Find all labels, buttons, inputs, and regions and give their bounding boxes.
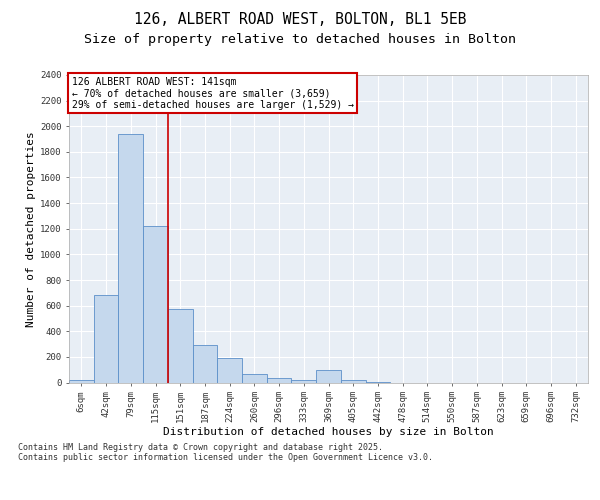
Bar bbox=[242, 374, 267, 382]
Text: Contains HM Land Registry data © Crown copyright and database right 2025.
Contai: Contains HM Land Registry data © Crown c… bbox=[18, 442, 433, 462]
Bar bbox=[267, 378, 292, 382]
Text: 126 ALBERT ROAD WEST: 141sqm
← 70% of detached houses are smaller (3,659)
29% of: 126 ALBERT ROAD WEST: 141sqm ← 70% of de… bbox=[71, 76, 353, 110]
X-axis label: Distribution of detached houses by size in Bolton: Distribution of detached houses by size … bbox=[163, 426, 494, 436]
Bar bbox=[69, 380, 94, 382]
Bar bbox=[143, 226, 168, 382]
Bar bbox=[341, 380, 365, 382]
Y-axis label: Number of detached properties: Number of detached properties bbox=[26, 131, 35, 326]
Bar bbox=[94, 296, 118, 382]
Bar bbox=[316, 370, 341, 382]
Text: 126, ALBERT ROAD WEST, BOLTON, BL1 5EB: 126, ALBERT ROAD WEST, BOLTON, BL1 5EB bbox=[134, 12, 466, 28]
Bar bbox=[168, 310, 193, 382]
Bar bbox=[217, 358, 242, 382]
Bar bbox=[292, 380, 316, 382]
Bar bbox=[193, 346, 217, 383]
Text: Size of property relative to detached houses in Bolton: Size of property relative to detached ho… bbox=[84, 32, 516, 46]
Bar bbox=[118, 134, 143, 382]
